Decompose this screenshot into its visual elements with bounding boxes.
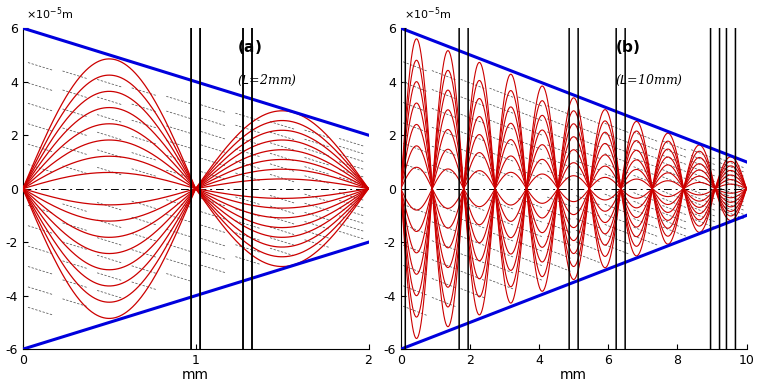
Text: $\times 10^{-5}$m: $\times 10^{-5}$m <box>27 5 74 22</box>
X-axis label: mm: mm <box>182 369 209 383</box>
Text: ($L$=2mm): ($L$=2mm) <box>237 73 297 88</box>
Text: ($L$=10mm): ($L$=10mm) <box>615 73 683 88</box>
Text: $\times 10^{-5}$m: $\times 10^{-5}$m <box>404 5 451 22</box>
Text: $\mathbf{(b)}$: $\mathbf{(b)}$ <box>615 38 641 56</box>
X-axis label: mm: mm <box>560 369 587 383</box>
Text: $\mathbf{(a)}$: $\mathbf{(a)}$ <box>237 38 262 56</box>
